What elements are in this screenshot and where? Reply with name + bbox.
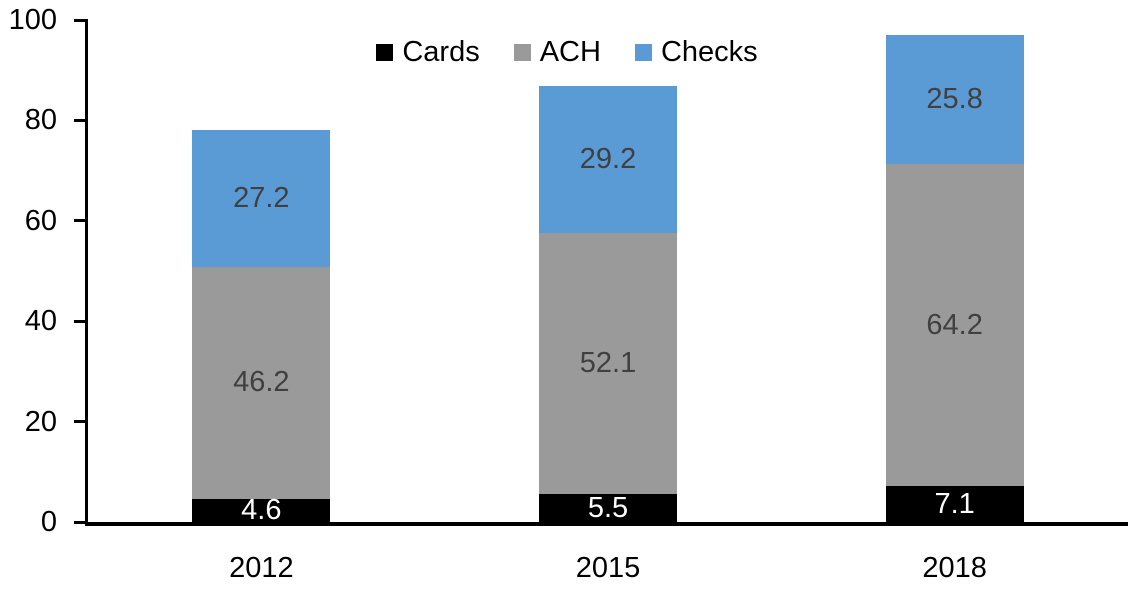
legend: Cards ACH Checks	[0, 37, 1134, 67]
legend-swatch-ach	[513, 43, 531, 61]
data-label-checks-2012: 27.2	[233, 182, 290, 215]
bar-segment-cards-2015: 5.5	[539, 491, 677, 524]
plot-area: 27.2 46.2 4.6 29.2 52.1 5.5 25.8 64.2 7.1	[85, 20, 1128, 526]
y-axis-tick	[74, 319, 88, 323]
y-axis-tick-label: 0	[40, 506, 57, 538]
bar-2018: 25.8 64.2 7.1	[885, 34, 1024, 522]
x-axis-label-2015: 2015	[575, 552, 641, 584]
bar-segment-ach-2015: 52.1	[539, 232, 677, 495]
bar-segment-checks-2018: 25.8	[885, 34, 1024, 165]
y-axis-tick	[74, 420, 88, 424]
legend-item-ach: ACH	[513, 36, 601, 68]
legend-label: Cards	[402, 36, 480, 68]
data-label-checks-2018: 25.8	[926, 82, 983, 115]
bar-segment-checks-2015: 29.2	[539, 86, 677, 233]
y-axis-tick	[74, 18, 88, 22]
bar-segment-cards-2018: 7.1	[885, 486, 1024, 522]
legend-swatch-checks	[634, 43, 652, 61]
y-axis-tick	[74, 118, 88, 122]
legend-item-cards: Cards	[376, 36, 480, 68]
legend-item-checks: Checks	[634, 36, 758, 68]
bar-segment-ach-2018: 64.2	[885, 164, 1024, 487]
y-axis-tick-label: 80	[24, 104, 57, 137]
legend-label: Checks	[660, 36, 758, 68]
data-label-cards-2015: 5.5	[587, 491, 629, 524]
y-axis-tick-label: 40	[24, 305, 57, 338]
y-axis-tick	[74, 520, 88, 524]
x-axis-label-2018: 2018	[922, 552, 987, 584]
data-label-ach-2018: 64.2	[926, 308, 983, 341]
bar-segment-cards-2012: 4.6	[192, 493, 331, 526]
y-axis-tick-label: 60	[24, 204, 57, 237]
data-label-ach-2015: 52.1	[579, 347, 637, 380]
bar-segment-ach-2012: 46.2	[192, 267, 331, 499]
bar-2015: 29.2 52.1 5.5	[539, 86, 677, 522]
data-label-ach-2012: 46.2	[233, 366, 290, 399]
y-axis-tick-label: 100	[8, 4, 57, 36]
bar-2012: 27.2 46.2 4.6	[192, 130, 331, 526]
data-label-checks-2015: 29.2	[579, 143, 637, 176]
legend-swatch-cards	[376, 43, 394, 61]
data-label-cards-2018: 7.1	[934, 487, 975, 520]
y-axis-tick	[74, 219, 88, 223]
legend-label: ACH	[539, 36, 601, 68]
x-axis-label-2012: 2012	[229, 552, 294, 584]
bar-segment-checks-2012: 27.2	[192, 130, 331, 267]
y-axis-tick-label: 20	[24, 405, 57, 438]
data-label-cards-2012: 4.6	[241, 493, 282, 526]
